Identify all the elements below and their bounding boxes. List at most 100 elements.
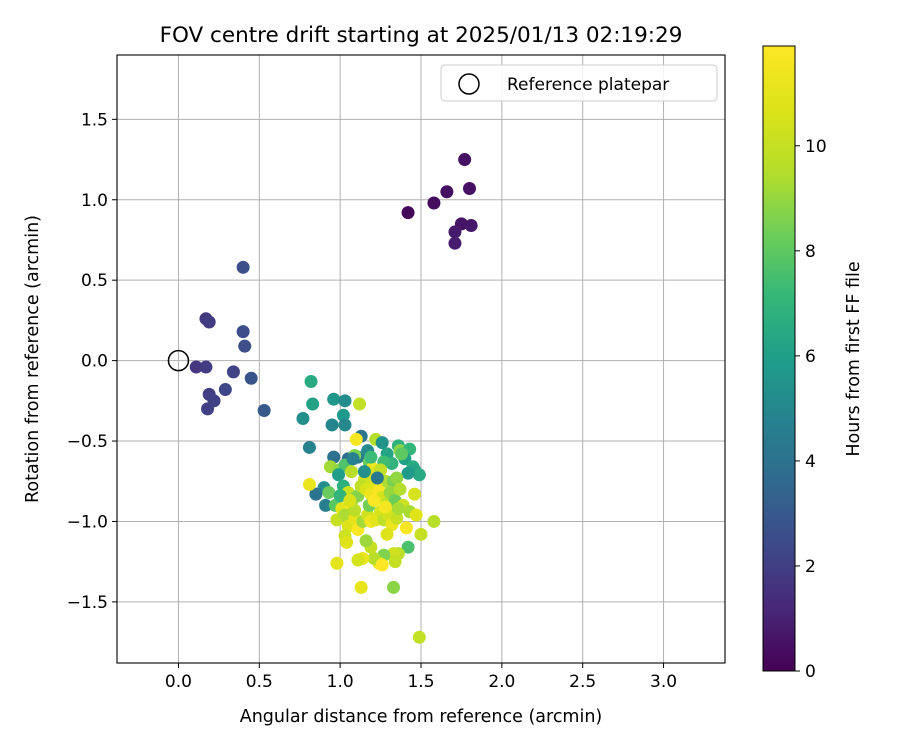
data-point	[427, 196, 441, 210]
data-point	[236, 325, 250, 339]
colorbar-tick-label: 2	[805, 557, 816, 577]
data-point	[332, 468, 346, 482]
x-tick-label: 1.0	[327, 672, 354, 692]
colorbar-tick-label: 0	[805, 662, 816, 682]
data-point	[390, 511, 404, 525]
colorbar-tick-label: 8	[805, 242, 816, 262]
x-tick-label: 2.5	[569, 672, 596, 692]
data-point	[302, 477, 316, 491]
data-point	[458, 153, 472, 167]
data-point	[401, 466, 415, 480]
colorbar-gradient	[762, 45, 796, 672]
data-point	[340, 535, 354, 549]
y-axis-ticks: 1.5 1.0 0.5 0.0 −0.5 −1.0 −1.5	[67, 110, 117, 613]
legend: Reference platepar	[440, 64, 718, 102]
data-point	[351, 553, 365, 567]
data-point	[238, 339, 252, 353]
data-point	[440, 185, 454, 199]
data-point	[236, 260, 250, 274]
legend-open-circle-icon	[458, 73, 480, 95]
data-point	[375, 436, 389, 450]
data-point	[201, 402, 215, 416]
colorbar: 0 2 4 6 8 10 Hours from first FF file	[762, 45, 864, 682]
chart-title: FOV centre drift starting at 2025/01/13 …	[160, 23, 683, 48]
x-tick-label: 1.5	[407, 672, 434, 692]
data-point	[343, 494, 357, 508]
data-point	[367, 494, 381, 508]
data-point	[391, 502, 405, 516]
data-point	[412, 630, 426, 644]
data-point	[199, 360, 213, 374]
data-point	[309, 487, 323, 501]
data-point	[296, 412, 310, 426]
data-point	[304, 375, 318, 389]
data-point	[380, 527, 394, 541]
scatter-points	[189, 153, 478, 644]
data-point	[401, 206, 415, 220]
data-point	[338, 418, 352, 432]
y-tick-label: 1.5	[81, 110, 108, 130]
data-point	[338, 394, 352, 408]
colorbar-ticks: 0 2 4 6 8 10	[795, 137, 827, 682]
data-point	[218, 383, 232, 397]
data-point	[322, 486, 336, 500]
data-point	[393, 482, 407, 496]
data-point	[244, 371, 258, 385]
colorbar-tick-label: 6	[805, 347, 816, 367]
data-point	[202, 315, 216, 329]
data-point	[399, 521, 413, 535]
data-point	[412, 468, 426, 482]
data-point	[427, 514, 441, 528]
y-axis-label: Rotation from reference (arcmin)	[23, 215, 43, 503]
data-point	[349, 432, 363, 446]
data-point	[408, 487, 422, 501]
x-tick-label: 2.0	[488, 672, 515, 692]
grid-lines	[117, 55, 725, 663]
data-point	[257, 403, 271, 417]
y-tick-label: −1.5	[67, 593, 108, 613]
data-point	[387, 580, 401, 594]
y-tick-label: 1.0	[81, 191, 108, 211]
data-point	[348, 503, 362, 517]
data-point	[409, 508, 423, 522]
colorbar-label: Hours from first FF file	[844, 261, 864, 456]
data-point	[336, 408, 350, 422]
legend-box	[440, 64, 718, 102]
data-point	[306, 397, 320, 411]
y-tick-label: −1.0	[67, 512, 108, 532]
x-axis-label: Angular distance from reference (arcmin)	[240, 707, 603, 727]
reference-platepar-marker	[167, 349, 190, 372]
y-tick-label: 0.0	[81, 352, 108, 372]
data-point	[395, 447, 409, 461]
data-point	[354, 580, 368, 594]
data-point	[327, 392, 341, 406]
data-point	[226, 365, 240, 379]
data-point	[344, 465, 358, 479]
data-point	[388, 555, 402, 569]
data-point	[370, 471, 384, 485]
legend-label: Reference platepar	[507, 75, 669, 95]
data-point	[448, 225, 462, 239]
data-point	[359, 534, 373, 548]
x-tick-label: 0.5	[246, 672, 273, 692]
data-point	[448, 236, 462, 250]
data-point	[346, 452, 360, 466]
data-point	[375, 558, 389, 572]
x-axis-ticks: 0.0 0.5 1.0 1.5 2.0 2.5 3.0	[165, 663, 677, 692]
data-point	[364, 450, 378, 464]
data-point	[330, 556, 344, 570]
data-point	[463, 182, 477, 196]
y-tick-label: −0.5	[67, 432, 108, 452]
data-point	[302, 440, 316, 454]
data-point	[319, 498, 333, 512]
x-tick-label: 0.0	[165, 672, 192, 692]
data-point	[390, 471, 404, 485]
x-tick-label: 3.0	[650, 672, 677, 692]
data-point	[414, 527, 428, 541]
data-point	[378, 500, 392, 514]
data-point	[401, 540, 415, 554]
colorbar-tick-label: 10	[805, 137, 827, 157]
data-point	[189, 360, 203, 374]
